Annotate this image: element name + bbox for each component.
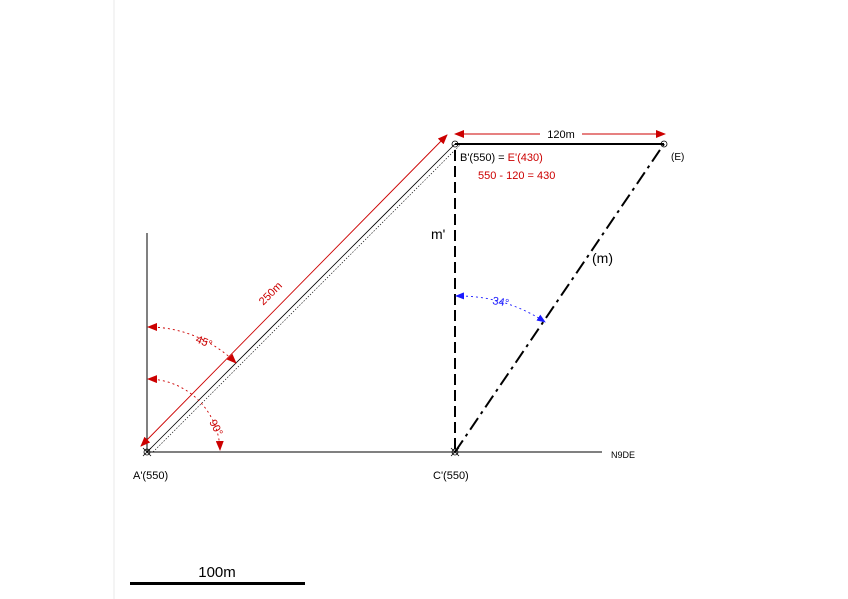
line-m xyxy=(454,143,665,453)
line-ab xyxy=(146,143,456,453)
angle-34-label: 34° xyxy=(491,295,509,310)
point-c-label: C'(550) xyxy=(433,470,469,482)
point-b-label-prefix: B'(550) = xyxy=(460,152,508,164)
angle-90-label: 90° xyxy=(206,418,224,438)
point-c-marker xyxy=(450,447,460,457)
dimension-250m xyxy=(140,134,448,447)
calculation-label: 550 - 120 = 430 xyxy=(478,170,555,182)
point-b-label-suffix: E'(430) xyxy=(508,152,543,164)
point-a-label: A'(550) xyxy=(133,470,168,482)
point-b-marker xyxy=(451,140,459,148)
point-e-label: (E) xyxy=(671,152,684,163)
dimension-120m-label: 120m xyxy=(547,129,575,141)
angle-90-arc xyxy=(147,375,224,451)
point-b-label: B'(550) = E'(430) xyxy=(460,152,543,164)
scale-bar-label: 100m xyxy=(198,564,236,581)
n90e-label: N9DE xyxy=(611,450,635,460)
line-ab-offset xyxy=(152,143,462,453)
scale-bar xyxy=(130,582,305,585)
m-prime-label: m' xyxy=(431,226,445,242)
point-e-marker xyxy=(660,140,668,148)
m-label: (m) xyxy=(592,250,613,266)
angle-45-label: 45° xyxy=(194,334,214,351)
angle-45-arc xyxy=(147,322,237,364)
point-a-marker xyxy=(142,447,152,457)
